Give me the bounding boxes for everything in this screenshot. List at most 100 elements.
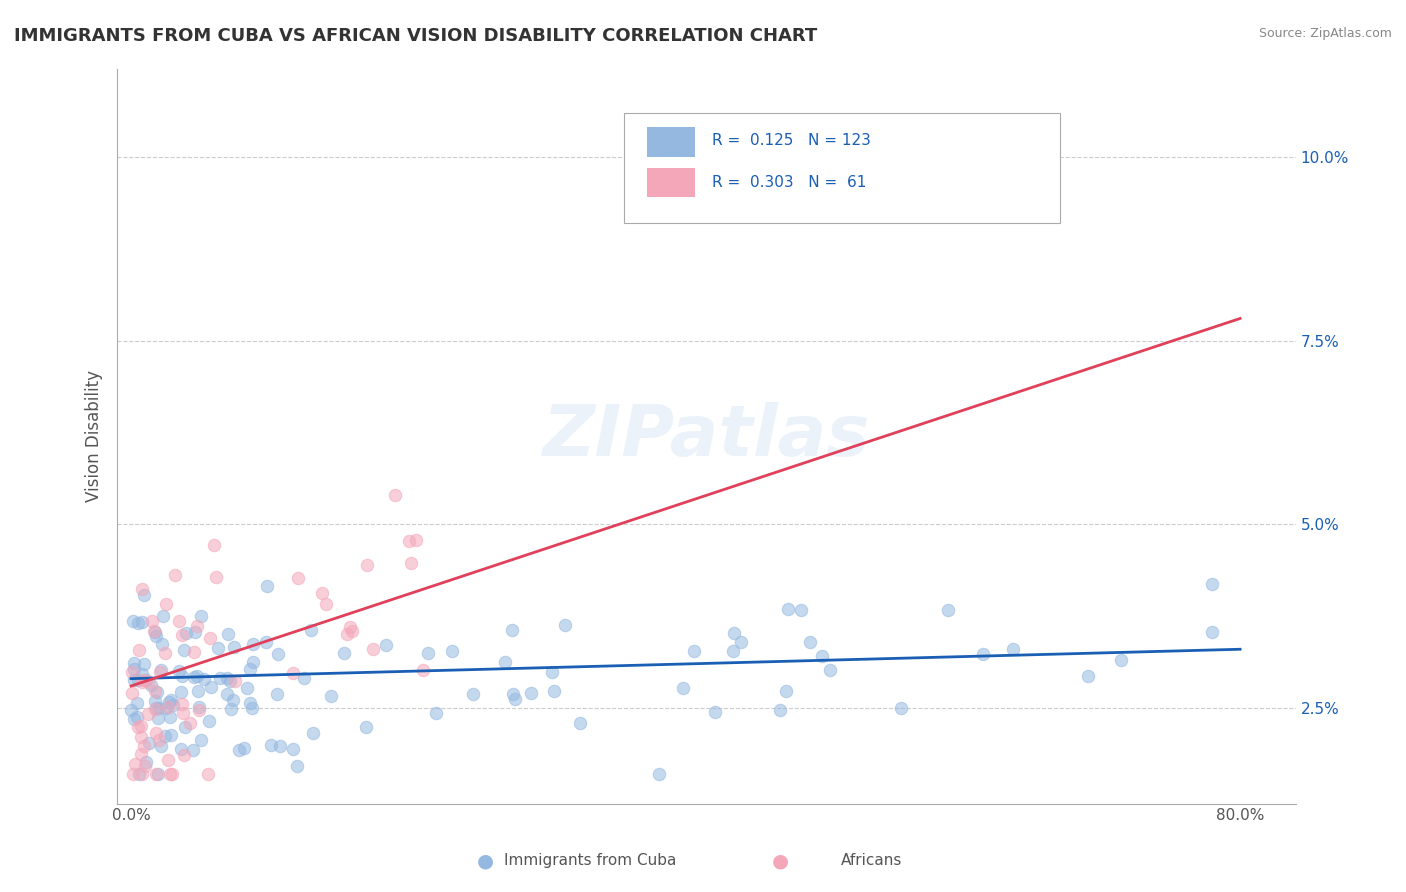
Point [134, 759, 156, 773]
Point [384, 488, 406, 502]
Point [127, 615, 149, 630]
Point [120, 703, 142, 717]
Point [704, 705, 727, 719]
Point [127, 673, 149, 687]
Point [150, 637, 173, 651]
Point [183, 645, 205, 659]
Point [425, 706, 447, 720]
Point [152, 609, 174, 624]
Point [266, 687, 288, 701]
Point [723, 625, 745, 640]
Point [138, 736, 160, 750]
Point [775, 684, 797, 698]
Point [193, 672, 215, 686]
Point [173, 642, 195, 657]
Point [155, 597, 177, 611]
Point [162, 698, 184, 713]
Point [441, 644, 464, 658]
Point [149, 665, 172, 679]
Point [157, 695, 180, 709]
Point [157, 700, 180, 714]
Point [134, 673, 156, 688]
Point [143, 683, 166, 698]
Point [145, 694, 167, 708]
Point [197, 767, 219, 781]
Point [124, 673, 146, 688]
Point [190, 608, 212, 623]
Point [811, 649, 834, 664]
Point [569, 715, 592, 730]
Point [183, 670, 205, 684]
FancyBboxPatch shape [624, 112, 1060, 223]
Text: R =  0.125   N = 123: R = 0.125 N = 123 [713, 133, 872, 148]
Point [242, 655, 264, 669]
Point [683, 644, 706, 658]
Point [149, 739, 172, 754]
Point [412, 663, 434, 677]
Point [321, 689, 343, 703]
Point [269, 739, 291, 753]
Text: ●: ● [477, 851, 494, 871]
Point [236, 681, 259, 695]
Point [501, 623, 523, 637]
Point [200, 680, 222, 694]
Point [184, 625, 207, 640]
Point [332, 646, 354, 660]
Point [148, 700, 170, 714]
Point [1002, 641, 1025, 656]
Point [972, 647, 994, 661]
Point [169, 614, 191, 628]
Point [228, 743, 250, 757]
Point [799, 635, 821, 649]
Point [187, 703, 209, 717]
Point [260, 738, 283, 752]
Point [159, 728, 181, 742]
Point [181, 743, 204, 757]
Point [141, 614, 163, 628]
Point [204, 538, 226, 552]
Point [239, 662, 262, 676]
Point [122, 656, 145, 670]
Point [222, 693, 245, 707]
Point [136, 674, 159, 689]
Point [131, 615, 153, 629]
Point [283, 665, 305, 680]
Point [256, 579, 278, 593]
Point [301, 623, 323, 637]
Point [398, 534, 420, 549]
Point [121, 686, 143, 700]
Point [139, 678, 162, 692]
Point [1201, 577, 1223, 591]
Point [242, 637, 264, 651]
Point [336, 626, 359, 640]
Point [172, 698, 194, 712]
Point [131, 767, 153, 781]
Point [239, 696, 262, 710]
Point [122, 661, 145, 675]
Point [543, 684, 565, 698]
Point [132, 739, 155, 754]
Point [890, 701, 912, 715]
Text: Africans: Africans [841, 854, 903, 868]
Point [339, 620, 361, 634]
Point [672, 681, 695, 695]
Point [190, 732, 212, 747]
Point [205, 570, 228, 584]
Point [128, 767, 150, 781]
Point [132, 657, 155, 671]
Point [285, 759, 308, 773]
Point [254, 635, 277, 649]
Point [375, 638, 398, 652]
Point [129, 747, 152, 761]
Point [135, 673, 157, 688]
Point [769, 703, 792, 717]
Point [461, 687, 484, 701]
Point [281, 742, 304, 756]
Point [163, 567, 186, 582]
Point [172, 706, 194, 720]
Point [399, 556, 422, 570]
Point [215, 687, 238, 701]
Point [138, 706, 160, 721]
Point [156, 753, 179, 767]
Text: Immigrants from Cuba: Immigrants from Cuba [505, 854, 676, 868]
